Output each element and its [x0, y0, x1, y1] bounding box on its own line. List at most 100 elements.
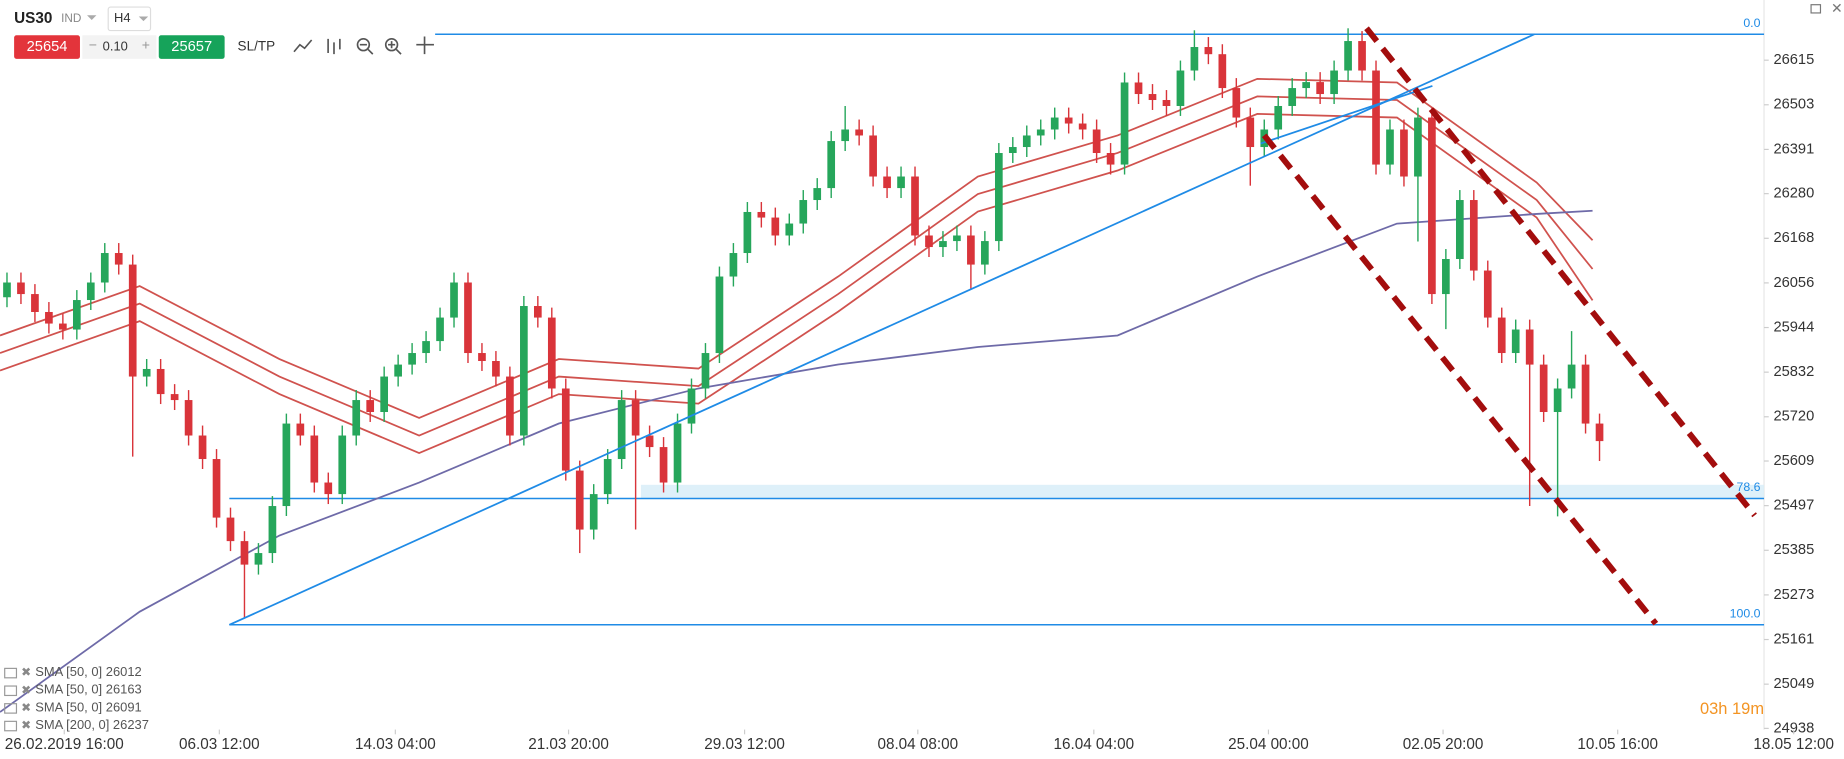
candle-body	[114, 253, 123, 265]
spread-box	[82, 35, 157, 59]
candle-body	[1358, 41, 1366, 71]
buy-button[interactable]	[158, 35, 225, 59]
y-tick-label: 24938	[1773, 720, 1814, 736]
candle-body	[310, 435, 319, 483]
candle-body	[184, 400, 193, 436]
candle-body	[296, 423, 305, 436]
spread: 0.10	[103, 38, 128, 53]
line-tool-icon[interactable]	[293, 39, 313, 53]
candle-body	[282, 423, 291, 507]
indicator-line	[0, 95, 1594, 437]
candle-body	[366, 400, 375, 413]
candle-body	[59, 323, 67, 330]
candle-body	[128, 264, 137, 377]
window-icons[interactable]: ✕	[1810, 0, 1843, 16]
candle-body	[408, 353, 416, 365]
candle-body	[1302, 82, 1311, 89]
sell-price[interactable]: 25654	[27, 39, 68, 55]
candle-body	[226, 517, 235, 542]
legend-icon[interactable]	[4, 685, 18, 697]
indicator-line	[0, 77, 1594, 419]
legend-value: 26163	[106, 682, 142, 697]
candle-body	[450, 282, 458, 318]
candle-body	[1148, 94, 1157, 101]
candle-body	[1497, 317, 1506, 354]
move-icon[interactable]	[416, 36, 434, 55]
candle-body	[1274, 105, 1283, 130]
candle-body	[883, 176, 891, 189]
candle-body	[464, 282, 472, 354]
x-tick-label: 16.04 04:00	[1053, 736, 1134, 753]
y-tick-label: 26056	[1773, 275, 1814, 291]
candle-body	[72, 300, 81, 330]
zoom-in-icon[interactable]	[384, 38, 399, 52]
candle-body	[1400, 129, 1408, 177]
candle-body	[855, 129, 863, 136]
candle-body	[659, 447, 668, 483]
x-tick-label: 26.02.2019 16:00	[5, 736, 124, 753]
dropdown-arrow[interactable]	[138, 16, 149, 22]
candle-body	[1022, 135, 1031, 148]
candle-body	[589, 494, 598, 530]
candle-body	[897, 176, 905, 189]
candle-body	[17, 282, 25, 295]
dropdown-arrow[interactable]	[87, 15, 97, 21]
candle-body	[925, 235, 933, 248]
buy-price[interactable]: 25657	[171, 39, 212, 55]
candle-body	[156, 368, 165, 395]
legend-name: SMA [200, 0]	[35, 717, 109, 732]
candle-body	[771, 217, 780, 236]
candle-body	[198, 435, 207, 460]
candle-body	[240, 541, 249, 565]
legend-remove: ✖	[21, 666, 31, 679]
candle-body	[380, 376, 389, 413]
legend-entry: SMA [200, 0] 26237	[35, 717, 149, 732]
legend-entry: SMA [50, 0] 26012	[35, 665, 141, 680]
legend-icon[interactable]	[4, 703, 18, 714]
close-icon[interactable]: ✕	[1831, 0, 1843, 16]
timeframe-box[interactable]	[107, 6, 152, 32]
legend-remove: ✖	[21, 684, 31, 697]
channel-line	[1261, 133, 1659, 626]
candle-body	[478, 353, 486, 362]
plus[interactable]: +	[142, 37, 150, 53]
candle-body	[645, 435, 654, 448]
sell-button[interactable]	[14, 35, 80, 59]
candle-body	[324, 482, 333, 495]
candle-body	[981, 241, 989, 265]
legend-icon[interactable]	[4, 720, 18, 732]
minimize-icon[interactable]	[1810, 4, 1822, 14]
candle-body	[603, 459, 612, 495]
candle-body	[911, 176, 919, 236]
candle-body	[1316, 82, 1324, 95]
candle-body	[1218, 54, 1227, 89]
candle-body	[743, 211, 752, 254]
candle-body	[1246, 117, 1255, 148]
candle-tool-icon[interactable]	[327, 38, 341, 55]
candle-body	[939, 241, 947, 248]
legend-icon[interactable]	[4, 667, 18, 679]
channel-line	[1364, 26, 1757, 518]
candle-body	[1288, 88, 1297, 106]
candle-body	[506, 376, 514, 436]
market[interactable]: IND	[61, 12, 81, 25]
legend-remove: ✖	[21, 719, 31, 732]
candle-body	[1344, 41, 1352, 71]
sltp-button[interactable]: SL/TP	[238, 39, 276, 54]
legend-value: 26091	[106, 700, 142, 715]
minus[interactable]: −	[89, 37, 97, 53]
y-tick-label: 25049	[1773, 676, 1814, 692]
zoom-out-icon[interactable]	[356, 38, 371, 52]
candle-body	[967, 235, 975, 265]
candle-body	[1442, 258, 1450, 295]
timeframe[interactable]: H4	[114, 10, 131, 25]
candle-body	[785, 223, 794, 236]
y-tick-label: 26280	[1773, 186, 1814, 202]
candle-body	[1595, 423, 1604, 442]
candle-body	[533, 306, 542, 318]
symbol[interactable]: US30	[14, 10, 52, 27]
candle-body	[1455, 200, 1464, 259]
candle-body	[1372, 70, 1380, 165]
toolbar-icons[interactable]	[293, 36, 434, 55]
